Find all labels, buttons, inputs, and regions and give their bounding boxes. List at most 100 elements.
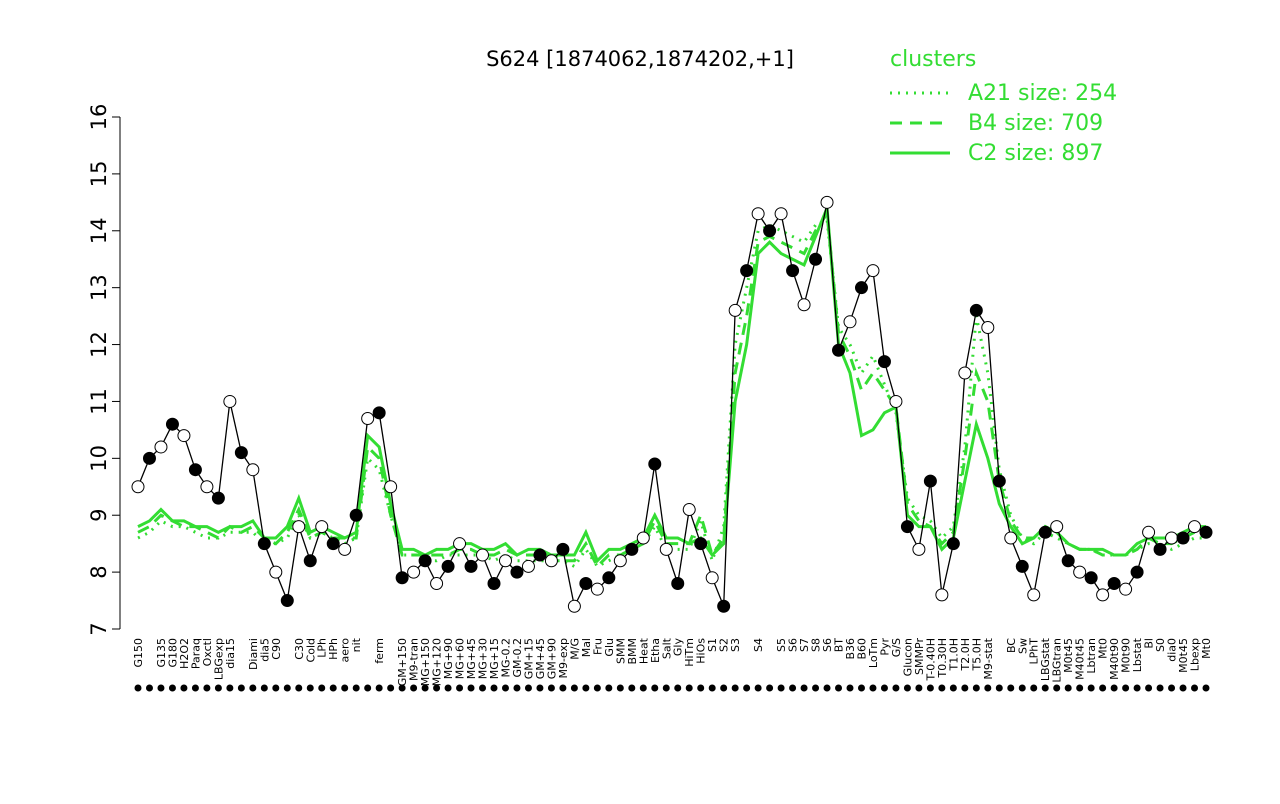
x-tick-dot (662, 684, 670, 692)
x-tick-label: Pyr (878, 638, 891, 656)
x-tick-label: C90 (270, 638, 283, 660)
x-tick-label: C30 (293, 638, 306, 660)
x-tick-label: MG+45 (465, 638, 478, 679)
x-tick-label: Lbstat (1131, 637, 1144, 672)
data-point (1119, 582, 1133, 596)
data-point (625, 542, 639, 556)
data-point (1038, 525, 1052, 539)
x-tick-dot (731, 684, 739, 692)
x-tick-label: HiTm (683, 638, 696, 667)
x-tick-dot (283, 684, 291, 692)
x-tick-dot (1179, 684, 1187, 692)
y-tick-label: 9 (87, 509, 111, 522)
x-tick-dot (214, 684, 222, 692)
x-tick-dot (789, 684, 797, 692)
data-point (946, 537, 960, 551)
data-point (958, 366, 972, 380)
x-tick-dot (387, 684, 395, 692)
x-tick-label: dia0 (1166, 638, 1179, 662)
x-tick-dot (226, 684, 234, 692)
x-tick-dot (191, 684, 199, 692)
data-point (269, 565, 283, 579)
data-point (430, 576, 444, 590)
x-tick-dot (410, 684, 418, 692)
x-tick-label: BC (1005, 638, 1018, 653)
x-tick-dot (754, 684, 762, 692)
x-tick-dot (547, 684, 555, 692)
x-tick-dot (1030, 684, 1038, 692)
x-tick-dot (869, 684, 877, 692)
x-tick-dot (318, 684, 326, 692)
x-tick-dot (628, 684, 636, 692)
data-point (487, 576, 501, 590)
data-point (384, 480, 398, 494)
x-tick-dot (857, 684, 865, 692)
x-tick-label: BT (833, 638, 846, 653)
data-point (1027, 588, 1041, 602)
data-point (131, 480, 145, 494)
data-point (407, 565, 421, 579)
x-tick-dot (272, 684, 280, 692)
data-line (137, 202, 1207, 609)
data-point (154, 440, 168, 454)
y-tick-label: 13 (87, 274, 111, 301)
x-tick-dot (1202, 684, 1210, 692)
data-point (567, 599, 581, 613)
cluster-line (137, 217, 1206, 569)
data-point (246, 463, 260, 477)
x-tick-label: Mt0 (1097, 638, 1110, 659)
x-tick-dot (134, 684, 142, 692)
data-point (602, 571, 616, 585)
data-point (1096, 588, 1110, 602)
x-tick-dot (467, 684, 475, 692)
x-tick-dot (639, 684, 647, 692)
data-point (1107, 576, 1121, 590)
data-point (877, 355, 891, 369)
x-tick-label: MG+150 (419, 638, 432, 686)
data-point (981, 320, 995, 334)
legend-label: B4 size: 709 (968, 111, 1103, 136)
x-tick-label: G150 (132, 638, 145, 668)
x-tick-label: MG-0.2 (499, 638, 512, 677)
x-tick-dot (524, 684, 532, 692)
x-tick-dot (708, 684, 716, 692)
x-tick-label: M9-tran (408, 638, 421, 681)
x-tick-label: Glucon (901, 638, 914, 676)
x-tick-dot (1156, 684, 1164, 692)
data-point (590, 582, 604, 596)
data-point (843, 315, 857, 329)
x-tick-label: M0t45 (1062, 638, 1075, 673)
x-tick-dot (237, 684, 245, 692)
x-tick-label: G135 (155, 638, 168, 668)
data-point (579, 576, 593, 590)
data-point (751, 207, 765, 221)
x-tick-label: LPh (316, 638, 329, 658)
data-point (510, 565, 524, 579)
x-tick-label: ferm (373, 638, 386, 664)
x-tick-dot (720, 684, 728, 692)
data-point (1188, 520, 1202, 534)
x-tick-dot (1168, 684, 1176, 692)
x-tick-dot (812, 684, 820, 692)
data-point (165, 417, 179, 431)
data-point (648, 457, 662, 471)
data-point (1153, 542, 1167, 556)
x-tick-label: Sw (1016, 638, 1029, 654)
x-tick-dot (651, 684, 659, 692)
x-tick-dot (1110, 684, 1118, 692)
data-point (533, 548, 547, 562)
data-point (969, 303, 983, 317)
data-point (728, 303, 742, 317)
x-tick-label: M9-stat (982, 637, 995, 679)
x-tick-label: M0t90 (1120, 638, 1133, 673)
x-tick-dot (972, 684, 980, 692)
data-point (889, 394, 903, 408)
x-tick-dot (766, 684, 774, 692)
x-tick-dot (329, 684, 337, 692)
x-tick-label: Mal (580, 638, 593, 657)
x-tick-label: MG+90 (442, 638, 455, 679)
x-tick-label: T2.0H (959, 638, 972, 671)
x-tick-dot (961, 684, 969, 692)
x-tick-label: S5 (775, 638, 788, 652)
data-point (809, 252, 823, 266)
